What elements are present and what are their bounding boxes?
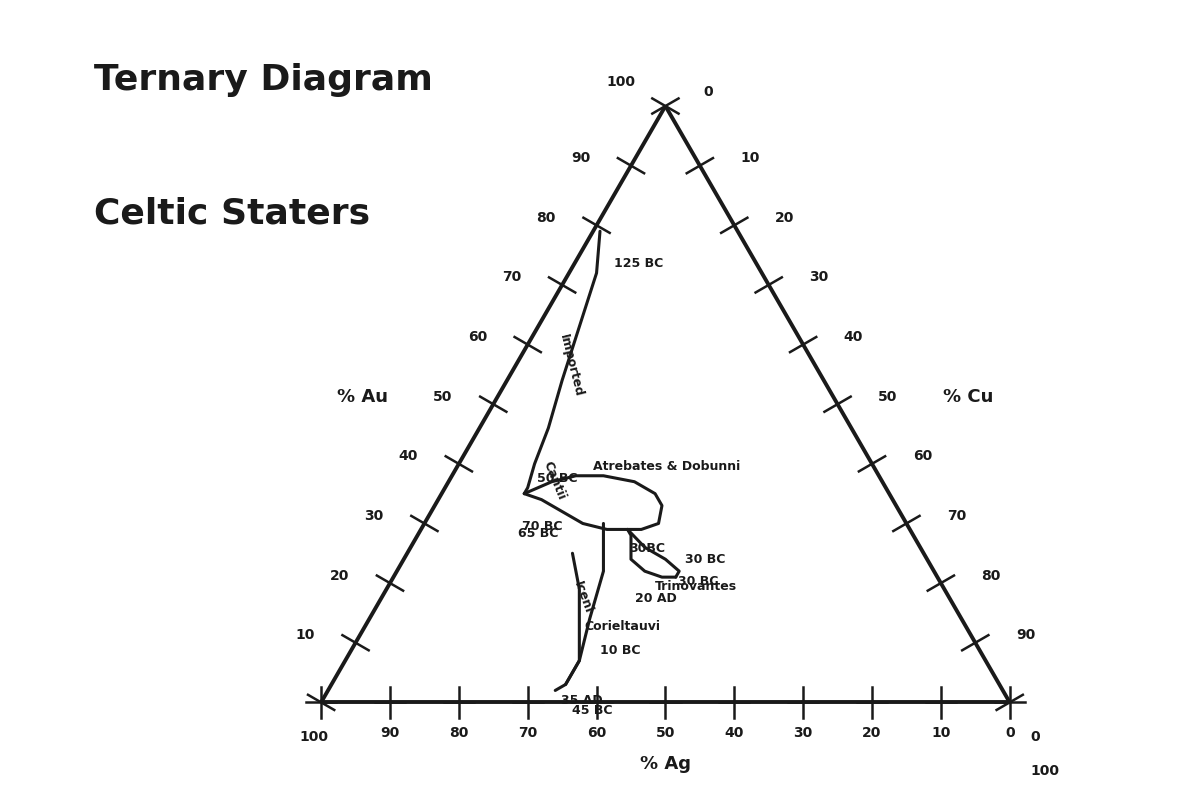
Text: 65 BC: 65 BC [518,528,559,540]
Text: 90: 90 [380,726,400,740]
Text: 30: 30 [365,509,384,523]
Text: 50: 50 [655,726,676,740]
Text: Ternary Diagram: Ternary Diagram [95,63,433,97]
Text: 50: 50 [433,389,452,403]
Text: Cantii: Cantii [540,459,568,502]
Text: 45 BC: 45 BC [572,704,613,717]
Text: 100: 100 [606,75,635,89]
Text: % Cu: % Cu [943,389,994,407]
Text: 30: 30 [793,726,812,740]
Text: 80: 80 [536,210,556,225]
Text: 70: 70 [503,270,522,284]
Text: 60: 60 [913,449,932,463]
Text: 90: 90 [1016,628,1036,642]
Text: 100: 100 [1031,765,1060,779]
Text: 40: 40 [725,726,744,740]
Text: 100: 100 [300,730,329,744]
Text: Imported: Imported [557,333,586,399]
Text: 35 AD: 35 AD [560,694,602,707]
Text: 0: 0 [703,86,713,99]
Text: % Ag: % Ag [640,755,691,773]
Text: Trinovantes: Trinovantes [655,580,737,593]
Text: 0: 0 [1004,726,1014,740]
Text: Atrebates & Dobunni: Atrebates & Dobunni [593,461,740,473]
Text: 10 BC: 10 BC [600,644,641,657]
Text: 20: 20 [775,210,794,225]
Text: Iceni: Iceni [571,579,595,615]
Text: Celtic Staters: Celtic Staters [95,196,371,230]
Text: 30 BC: 30 BC [685,553,725,566]
Text: 70: 70 [518,726,538,740]
Text: 50: 50 [878,389,898,403]
Text: 70 BC: 70 BC [522,520,562,533]
Text: 125 BC: 125 BC [613,257,664,269]
Text: 80: 80 [449,726,468,740]
Text: Corieltauvi: Corieltauvi [584,620,661,633]
Text: 60: 60 [587,726,606,740]
Text: 90: 90 [571,151,590,165]
Text: 40: 40 [398,449,418,463]
Text: 20 AD: 20 AD [635,593,677,605]
Text: 40: 40 [844,330,863,344]
Text: 70: 70 [947,509,966,523]
Text: 10: 10 [740,151,760,165]
Text: 20: 20 [863,726,882,740]
Text: 30: 30 [809,270,829,284]
Text: 60: 60 [468,330,487,344]
Text: 10: 10 [931,726,950,740]
Text: 80: 80 [982,568,1001,582]
Text: 0: 0 [1031,730,1040,744]
Text: % Au: % Au [337,389,388,407]
Text: 50 BC: 50 BC [536,473,577,485]
Text: 30BC: 30BC [630,542,666,555]
Text: 10: 10 [295,628,314,642]
Text: 30 BC: 30 BC [678,575,718,588]
Text: 20: 20 [330,568,349,582]
